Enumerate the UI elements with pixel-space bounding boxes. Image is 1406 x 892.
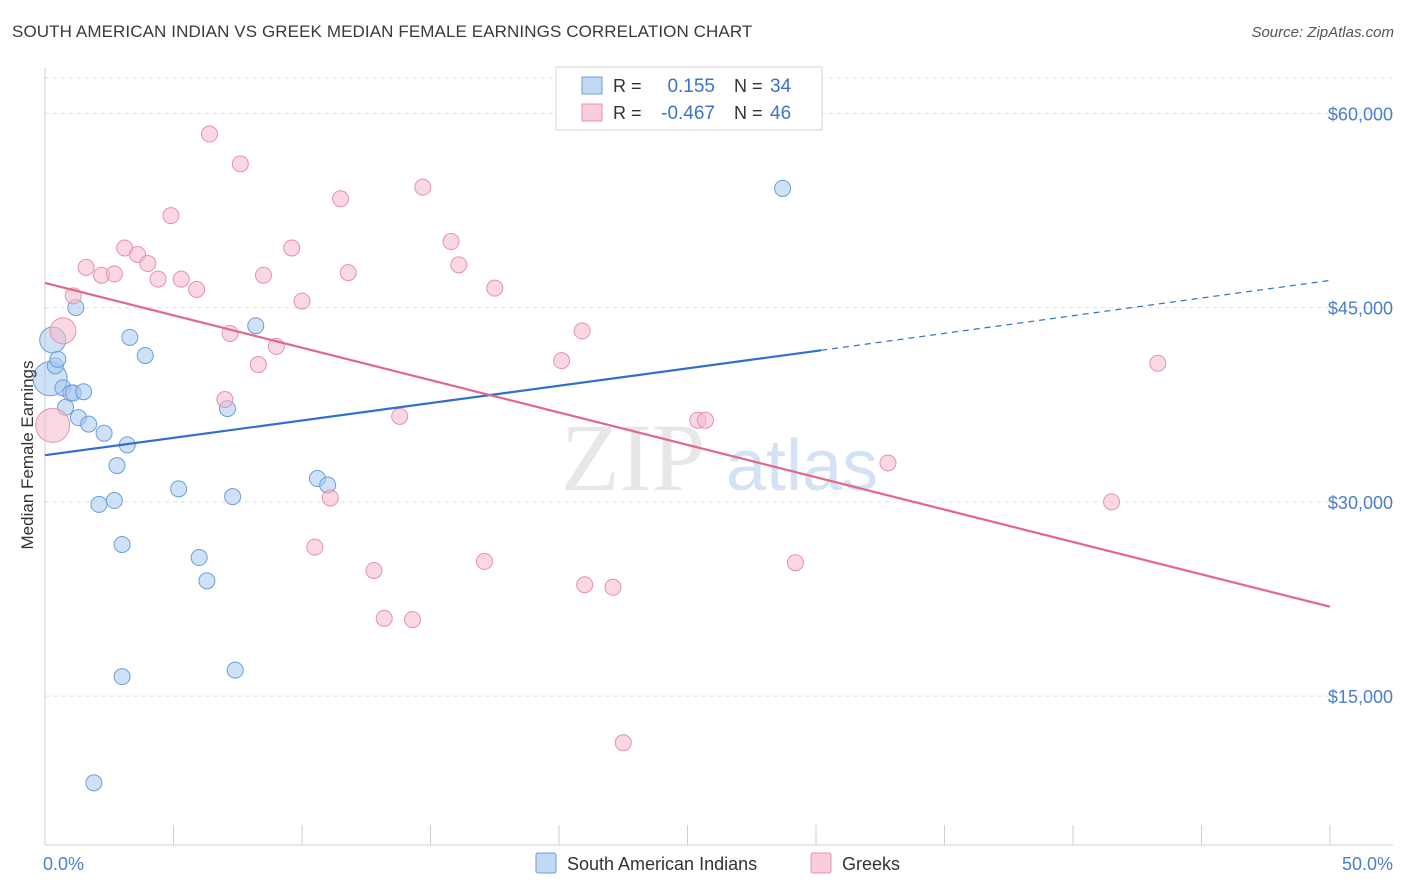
- data-point-blue: [226, 661, 244, 679]
- data-point-blue: [113, 668, 131, 686]
- trend-line-blue-extension: [821, 279, 1331, 351]
- y-axis-label-group: Median Female Earnings: [18, 361, 37, 550]
- data-point-pink: [162, 207, 180, 225]
- series-pink-points: [35, 125, 1167, 752]
- stats-n-label-pink: N =: [734, 103, 763, 123]
- data-point-blue: [247, 317, 265, 335]
- data-point-blue: [80, 415, 98, 433]
- data-point-pink: [786, 554, 804, 572]
- data-point-pink: [35, 407, 71, 443]
- data-point-pink: [365, 561, 383, 579]
- data-point-pink: [254, 266, 272, 284]
- stats-swatch-pink: [581, 103, 603, 122]
- data-point-pink: [321, 489, 339, 507]
- grid-layer: [45, 77, 1393, 697]
- data-point-pink: [249, 356, 267, 374]
- data-point-pink: [604, 578, 622, 596]
- data-point-pink: [696, 411, 714, 429]
- stats-r-label-pink: R =: [613, 103, 642, 123]
- stats-r-value-pink: -0.467: [661, 103, 715, 124]
- trend-layer: [44, 279, 1331, 608]
- data-point-pink: [375, 609, 393, 627]
- data-point-blue: [198, 572, 216, 590]
- data-point-pink: [573, 322, 591, 340]
- y-axis-label: Median Female Earnings: [18, 361, 37, 550]
- data-point-blue: [113, 536, 131, 554]
- data-point-pink: [149, 270, 167, 288]
- data-point-blue: [49, 350, 67, 368]
- data-point-blue: [190, 549, 208, 567]
- data-point-blue: [90, 495, 108, 513]
- data-point-pink: [306, 538, 324, 556]
- data-point-blue: [224, 488, 242, 506]
- axes-layer: [44, 68, 1393, 846]
- data-point-pink: [105, 265, 123, 283]
- watermark-atlas: atlas: [726, 426, 878, 506]
- legend-label-greeks: Greeks: [842, 854, 900, 874]
- data-point-pink: [200, 125, 218, 143]
- data-point-pink: [231, 155, 249, 173]
- data-point-pink: [475, 552, 493, 570]
- data-point-pink: [1103, 493, 1121, 511]
- data-point-pink: [391, 407, 409, 425]
- data-point-pink: [49, 317, 77, 345]
- watermark: ZIP atlas: [561, 404, 878, 511]
- data-point-pink: [414, 178, 432, 196]
- data-point-pink: [339, 264, 357, 282]
- data-point-pink: [332, 190, 350, 208]
- data-point-blue: [121, 328, 139, 346]
- points-layer: [32, 125, 1167, 792]
- data-point-pink: [293, 292, 311, 310]
- data-point-blue: [108, 457, 126, 475]
- legend-swatch-south-american-indians: [535, 852, 557, 874]
- y-tick-label: $45,000: [1328, 299, 1393, 319]
- data-point-blue: [105, 492, 123, 510]
- x-tick-label-max: 50.0%: [1342, 854, 1393, 874]
- y-tick-label: $60,000: [1328, 104, 1393, 124]
- trend-line-pink: [44, 281, 1331, 608]
- tick-labels: $15,000 $30,000 $45,000 $60,000 0.0% 50.0%: [43, 104, 1393, 874]
- watermark-zip: ZIP: [561, 404, 705, 511]
- data-point-blue: [136, 346, 154, 364]
- x-tick-label-min: 0.0%: [43, 854, 84, 874]
- legend-swatch-greeks: [810, 852, 832, 874]
- stats-swatch-blue: [581, 76, 603, 95]
- stats-r-label-blue: R =: [613, 76, 642, 96]
- legend-label-south-american-indians: South American Indians: [567, 854, 757, 874]
- data-point-pink: [404, 611, 422, 629]
- chart-title: SOUTH AMERICAN INDIAN VS GREEK MEDIAN FE…: [12, 22, 753, 41]
- data-point-pink: [450, 256, 468, 274]
- data-point-pink: [77, 258, 95, 276]
- data-point-pink: [576, 576, 594, 594]
- data-point-pink: [216, 391, 234, 409]
- data-point-pink: [442, 233, 460, 251]
- trend-line-blue: [44, 349, 822, 457]
- data-point-pink: [614, 734, 632, 752]
- data-point-blue: [85, 774, 103, 792]
- series-blue-points: [32, 179, 792, 792]
- stats-n-value-pink: 46: [770, 103, 791, 124]
- stats-legend: R = 0.155 N = 34 R = -0.467 N = 46: [555, 66, 823, 131]
- stats-n-label-blue: N =: [734, 76, 763, 96]
- data-point-blue: [774, 179, 792, 197]
- data-point-pink: [139, 255, 157, 273]
- data-point-blue: [170, 480, 188, 498]
- data-point-blue: [75, 383, 93, 401]
- data-point-pink: [553, 352, 571, 370]
- y-tick-label: $15,000: [1328, 687, 1393, 707]
- data-point-pink: [172, 270, 190, 288]
- y-tick-label: $30,000: [1328, 493, 1393, 513]
- data-point-blue: [95, 424, 113, 442]
- series-legend: South American Indians Greeks: [535, 852, 900, 874]
- data-point-pink: [188, 280, 206, 298]
- source-label: Source: ZipAtlas.com: [1251, 24, 1394, 41]
- data-point-pink: [1149, 354, 1167, 372]
- stats-r-value-blue: 0.155: [667, 76, 715, 97]
- data-point-pink: [879, 454, 897, 472]
- data-point-pink: [283, 239, 301, 257]
- stats-n-value-blue: 34: [770, 76, 792, 97]
- data-point-pink: [486, 279, 504, 297]
